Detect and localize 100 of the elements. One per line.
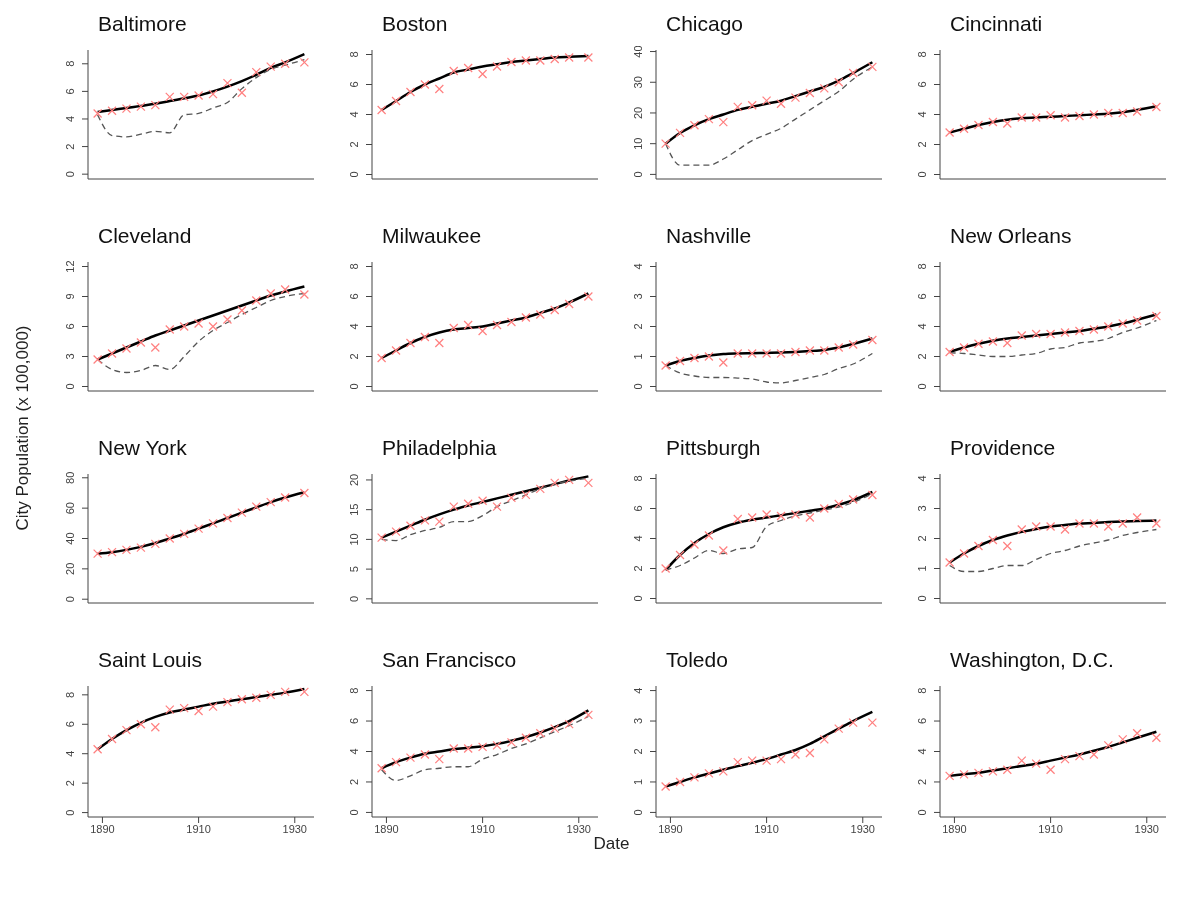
point bbox=[535, 484, 545, 494]
point bbox=[506, 317, 517, 327]
y-tick-label: 2 bbox=[916, 535, 928, 542]
point bbox=[165, 92, 175, 102]
point bbox=[237, 694, 247, 704]
point bbox=[391, 345, 401, 356]
chart-title: Providence bbox=[950, 436, 1056, 460]
point bbox=[280, 59, 290, 69]
point bbox=[1060, 327, 1070, 338]
point bbox=[1103, 321, 1113, 332]
y-tick-label: 8 bbox=[916, 51, 928, 58]
y-tick-label: 2 bbox=[632, 323, 644, 330]
point bbox=[478, 496, 488, 506]
point bbox=[819, 345, 829, 356]
point bbox=[266, 690, 276, 700]
y-tick-label: 40 bbox=[64, 532, 76, 545]
x-tick-label: 1890 bbox=[90, 822, 115, 835]
point bbox=[449, 323, 459, 333]
y-tick-label: 0 bbox=[64, 809, 76, 816]
y-tick-label: 8 bbox=[348, 687, 360, 694]
point bbox=[136, 543, 146, 553]
point bbox=[179, 92, 189, 102]
y-tick-label: 4 bbox=[916, 475, 928, 482]
point bbox=[434, 84, 444, 94]
y-tick-label: 4 bbox=[632, 535, 644, 542]
point bbox=[747, 100, 757, 110]
y-tick-label: 0 bbox=[632, 383, 644, 390]
point bbox=[237, 305, 247, 316]
point bbox=[1060, 112, 1070, 123]
point bbox=[959, 548, 969, 559]
point bbox=[405, 87, 416, 97]
point bbox=[834, 724, 844, 734]
point bbox=[93, 744, 103, 754]
point bbox=[583, 710, 593, 720]
point bbox=[449, 743, 459, 754]
y-tick-label: 4 bbox=[632, 687, 644, 694]
y-tick-label: 2 bbox=[64, 143, 76, 150]
point bbox=[661, 139, 671, 149]
point bbox=[136, 719, 146, 729]
point bbox=[583, 291, 593, 302]
point bbox=[1031, 329, 1041, 339]
point bbox=[208, 518, 218, 528]
chart-title: San Francisco bbox=[382, 648, 517, 672]
y-tick-label: 2 bbox=[632, 748, 644, 755]
point bbox=[583, 478, 593, 488]
y-tick-label: 1 bbox=[632, 353, 644, 360]
point bbox=[1074, 326, 1085, 336]
y-tick-label: 3 bbox=[916, 505, 928, 512]
line-series bbox=[96, 59, 306, 138]
point bbox=[299, 488, 309, 498]
y-tick-label: 2 bbox=[916, 778, 928, 786]
point bbox=[150, 342, 160, 353]
point bbox=[208, 321, 218, 332]
point bbox=[492, 61, 502, 72]
point bbox=[867, 62, 877, 72]
y-tick-label: 0 bbox=[348, 383, 360, 390]
point bbox=[420, 515, 430, 525]
point bbox=[762, 348, 772, 359]
point bbox=[1046, 110, 1056, 120]
point bbox=[280, 687, 290, 697]
point bbox=[93, 108, 103, 119]
point bbox=[834, 342, 844, 353]
point bbox=[1046, 329, 1056, 339]
y-tick-label: 12 bbox=[64, 260, 76, 273]
point bbox=[492, 502, 502, 512]
y-tick-label: 2 bbox=[348, 778, 360, 786]
y-tick-label: 4 bbox=[916, 323, 928, 330]
point bbox=[661, 781, 671, 792]
y-tick-label: 6 bbox=[632, 505, 644, 512]
x-tick-label: 1890 bbox=[942, 822, 967, 835]
y-tick-label: 8 bbox=[64, 60, 76, 67]
chart-title: Saint Louis bbox=[98, 648, 202, 672]
point bbox=[689, 353, 700, 363]
point bbox=[93, 549, 103, 559]
x-tick-label: 1910 bbox=[1038, 822, 1063, 835]
point bbox=[463, 743, 473, 754]
point bbox=[988, 336, 998, 347]
y-tick-label: 20 bbox=[348, 473, 360, 487]
point bbox=[689, 120, 700, 130]
point bbox=[805, 88, 815, 98]
point bbox=[704, 768, 714, 779]
point bbox=[1060, 524, 1070, 535]
point bbox=[107, 547, 117, 557]
point bbox=[377, 105, 387, 115]
y-tick-label: 1 bbox=[632, 778, 644, 786]
point bbox=[179, 321, 189, 332]
point bbox=[121, 104, 132, 114]
point bbox=[1017, 112, 1027, 123]
point bbox=[959, 769, 969, 779]
chart-title: New Orleans bbox=[950, 224, 1072, 248]
point bbox=[107, 734, 117, 744]
point bbox=[776, 99, 786, 109]
point bbox=[377, 763, 387, 773]
point bbox=[377, 353, 387, 363]
point bbox=[776, 348, 786, 359]
y-tick-label: 8 bbox=[348, 51, 360, 58]
point bbox=[848, 339, 858, 350]
point bbox=[1118, 734, 1128, 744]
point bbox=[550, 54, 560, 64]
point bbox=[661, 563, 671, 574]
